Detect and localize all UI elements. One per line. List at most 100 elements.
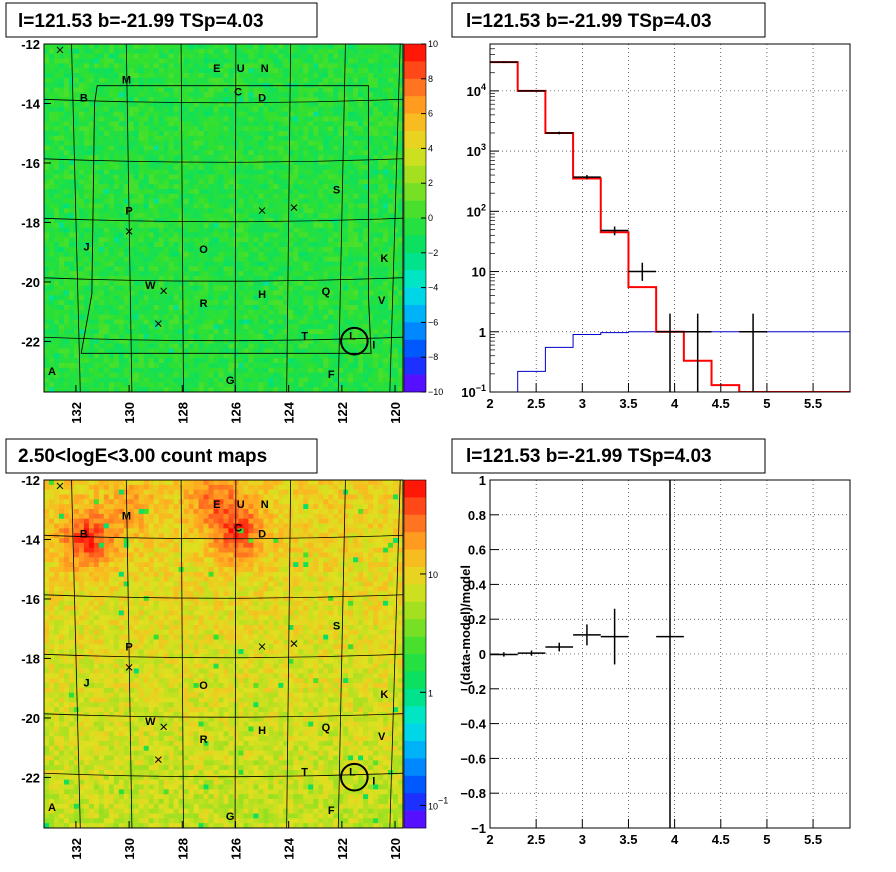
heatmap-cell xyxy=(388,77,394,84)
heatmap-cell xyxy=(333,271,339,277)
heatmap-cell xyxy=(123,285,130,291)
heatmap-cell xyxy=(108,266,115,272)
heatmap-cell xyxy=(163,145,170,151)
heatmap-cell xyxy=(333,290,339,296)
heatmap-cell xyxy=(58,82,65,88)
heatmap-cell xyxy=(238,203,244,209)
heatmap-cell xyxy=(393,367,399,374)
heatmap-cell xyxy=(368,367,374,374)
heatmap-cell xyxy=(48,160,55,166)
heatmap-cell xyxy=(218,266,224,272)
heatmap-cell xyxy=(213,276,219,282)
heatmap-cell xyxy=(293,160,299,166)
heatmap-cell xyxy=(253,324,259,330)
heatmap-cell xyxy=(178,290,185,296)
heatmap-cell xyxy=(188,160,194,166)
heatmap-cell xyxy=(63,150,70,156)
heatmap-cell xyxy=(263,208,269,214)
heatmap-cell xyxy=(388,126,394,132)
heatmap-cell xyxy=(178,363,185,369)
heatmap-cell xyxy=(258,44,264,50)
heatmap-cell xyxy=(203,135,209,142)
heatmap-cell xyxy=(208,193,214,200)
heatmap-cell xyxy=(138,121,145,127)
heatmap-cell xyxy=(253,334,259,340)
heatmap-cell xyxy=(353,102,359,108)
heatmap-cell xyxy=(253,193,259,200)
heatmap-cell xyxy=(378,334,384,340)
heatmap-cell xyxy=(388,111,394,117)
heatmap-cell xyxy=(103,92,110,98)
heatmap-cell xyxy=(388,343,394,349)
heatmap-cell xyxy=(363,247,369,253)
heatmap-cell xyxy=(108,353,115,359)
heatmap-cell xyxy=(53,280,60,287)
heatmap-cell xyxy=(293,155,299,161)
heatmap-cell xyxy=(93,372,100,378)
heatmap-cell xyxy=(63,58,70,64)
heatmap-cell xyxy=(348,247,354,253)
heatmap-cell xyxy=(98,145,105,151)
heatmap-cell xyxy=(93,271,100,277)
heatmap-cell xyxy=(398,290,403,296)
heatmap-cell xyxy=(228,237,234,243)
heatmap-cell xyxy=(313,295,319,301)
heatmap-cell xyxy=(168,218,175,224)
heatmap-cell xyxy=(168,247,175,253)
heatmap-cell xyxy=(83,53,90,59)
heatmap-cell xyxy=(143,198,150,204)
heatmap-cell xyxy=(368,324,374,330)
heatmap-cell xyxy=(288,247,294,253)
heatmap-cell xyxy=(173,363,180,369)
heatmap-cell xyxy=(158,48,165,55)
heatmap-cell xyxy=(193,169,199,175)
heatmap-cell xyxy=(48,324,55,330)
heatmap-cell xyxy=(288,48,294,55)
heatmap-cell xyxy=(143,155,150,161)
heatmap-cell xyxy=(233,305,239,311)
panel-d-title-box: l=121.53 b=-21.99 TSp=4.03 xyxy=(451,438,766,474)
heatmap-cell xyxy=(83,198,90,204)
heatmap-cell xyxy=(128,208,135,214)
heatmap-cell xyxy=(353,285,359,291)
heatmap-cell xyxy=(298,145,304,151)
heatmap-cell xyxy=(238,329,244,335)
heatmap-cell xyxy=(373,189,379,195)
heatmap-cell xyxy=(83,184,90,190)
heatmap-cell xyxy=(68,222,75,229)
heatmap-cell xyxy=(288,256,294,262)
heatmap-cell xyxy=(168,329,175,335)
heatmap-cell xyxy=(368,150,374,156)
heatmap-cell xyxy=(318,87,324,93)
heatmap-cell xyxy=(173,174,180,180)
heatmap-cell xyxy=(278,77,284,84)
heatmap-cell xyxy=(363,121,369,127)
heatmap-cell xyxy=(253,145,259,151)
heatmap-cell xyxy=(398,348,403,354)
heatmap-cell xyxy=(183,290,189,296)
heatmap-cell xyxy=(198,324,204,330)
heatmap-cell xyxy=(238,319,244,325)
heatmap-cell xyxy=(218,334,224,340)
heatmap-cell xyxy=(123,111,130,117)
heatmap-cell xyxy=(133,58,140,64)
heatmap-cell xyxy=(153,222,160,229)
heatmap-cell xyxy=(168,343,175,349)
heatmap-cell xyxy=(53,247,60,253)
heatmap-cell xyxy=(298,111,304,117)
heatmap-cell xyxy=(98,160,105,166)
heatmap-cell xyxy=(188,184,194,190)
heatmap-cell xyxy=(383,106,389,113)
heatmap-cell xyxy=(108,77,115,84)
heatmap-cell xyxy=(158,343,165,349)
heatmap-cell xyxy=(123,87,130,93)
heatmap-cell xyxy=(213,247,219,253)
heatmap-cell xyxy=(398,266,403,272)
heatmap-cell xyxy=(388,247,394,253)
heatmap-cell xyxy=(133,121,140,127)
heatmap-cell xyxy=(218,97,224,103)
heatmap-cell xyxy=(78,367,85,374)
heatmap-cell xyxy=(48,169,55,175)
heatmap-cell xyxy=(78,261,85,267)
heatmap-cell xyxy=(93,222,100,229)
